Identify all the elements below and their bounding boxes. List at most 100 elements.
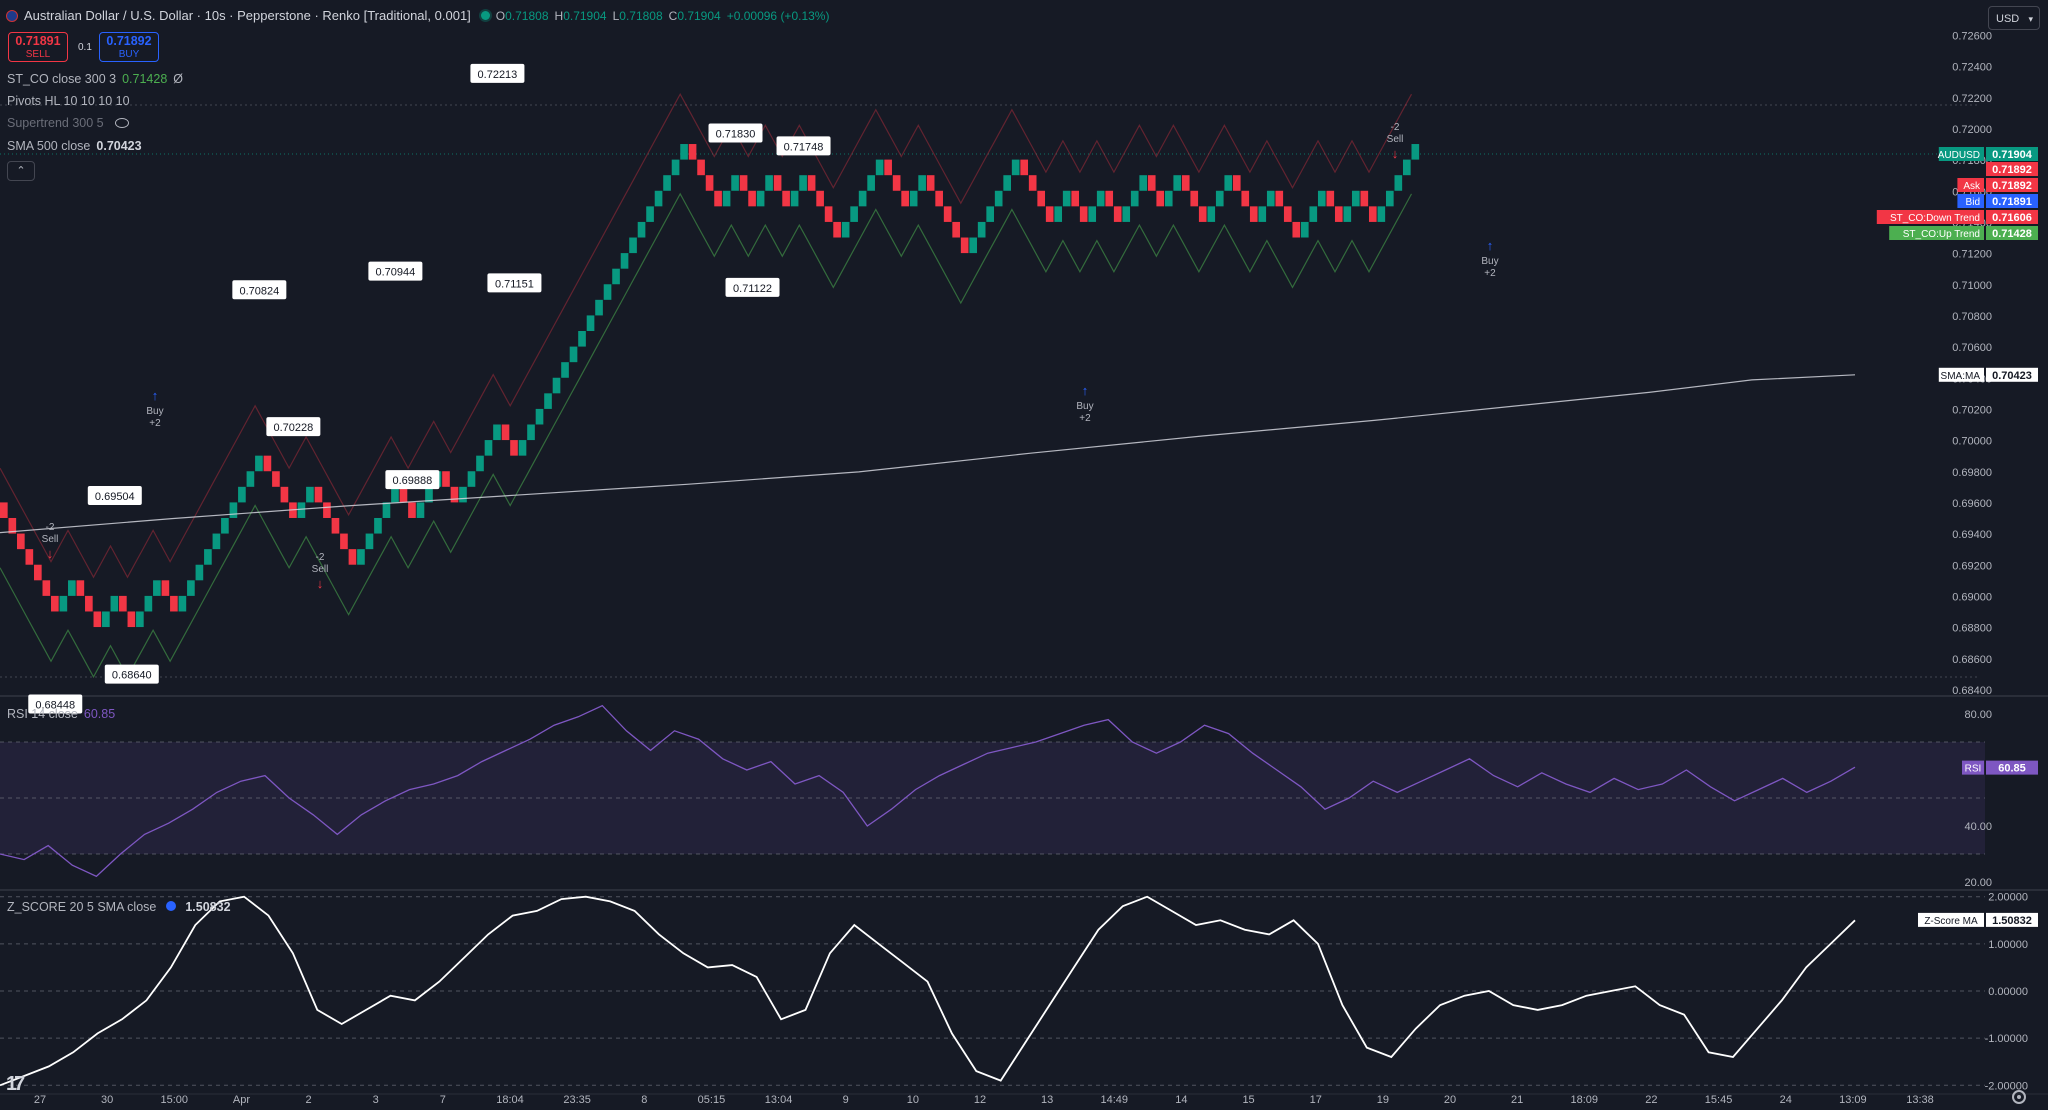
- renko-brick-down: [323, 502, 331, 518]
- renko-brick-up: [671, 159, 680, 176]
- price-label-value: 0.71428: [1992, 228, 2032, 240]
- legend-pivots[interactable]: Pivots HL 10 10 10 10: [7, 94, 130, 108]
- supertrend-lines: [0, 92, 1413, 679]
- renko-brick-up: [144, 595, 153, 612]
- y-axis-tick: 0.69600: [1952, 498, 1992, 510]
- zscore-label-name: Z-Score MA: [1924, 916, 1978, 927]
- y-axis-tick: 20.00: [1964, 877, 1992, 889]
- renko-brick-up: [246, 471, 255, 487]
- y-axis-tick: 40.00: [1964, 821, 1992, 833]
- x-axis-tick: 30: [101, 1094, 113, 1106]
- pivot-label: 0.71122: [725, 277, 780, 297]
- x-axis-tick: 05:15: [698, 1094, 726, 1106]
- pivot-label: 0.71830: [708, 123, 763, 143]
- pivot-label-text: 0.70228: [273, 422, 313, 434]
- pivot-label-box: [725, 277, 780, 297]
- pivot-label: 0.68448: [28, 694, 83, 714]
- renko-brick-up: [858, 190, 867, 207]
- trade-quantity[interactable]: 0.1: [78, 42, 92, 53]
- renko-brick-down: [824, 206, 833, 222]
- collapse-legend-button[interactable]: ⌃: [7, 161, 35, 181]
- renko-brick-up: [850, 206, 858, 222]
- pivot-label-text: 0.72213: [478, 69, 518, 81]
- pivot-label-text: 0.69504: [95, 491, 135, 503]
- arrow-down-icon: ↓: [47, 546, 54, 561]
- price-label-value-bg: [1986, 178, 2038, 192]
- renko-brick-up: [680, 144, 688, 160]
- price-label-value: 0.71892: [1992, 164, 2032, 176]
- legend-sma[interactable]: SMA 500 close 0.70423: [7, 139, 142, 153]
- x-axis-tick: 12: [974, 1094, 986, 1106]
- y-axis-tick: 0.69800: [1952, 467, 1992, 479]
- pivot-label: 0.69504: [87, 485, 142, 505]
- renko-brick-up: [221, 517, 229, 534]
- buy-button[interactable]: 0.71892 BUY: [99, 32, 159, 62]
- renko-brick-down: [17, 533, 25, 550]
- y-axis-tick: 0.69000: [1952, 592, 1992, 604]
- renko-brick-down: [42, 580, 51, 596]
- settings-icon[interactable]: [2012, 1090, 2026, 1104]
- renko-brick-up: [1122, 206, 1131, 222]
- indicator-settings-icon[interactable]: [165, 901, 176, 911]
- price-label-value-bg: [1986, 226, 2038, 240]
- renko-brick-up: [1164, 190, 1173, 207]
- renko-brick-down: [892, 175, 901, 191]
- price-label-value: 0.70423: [1992, 370, 2032, 382]
- price-label-name: ST_CO:Down Trend: [1890, 213, 1980, 224]
- pivot-label-text: 0.71122: [733, 283, 772, 295]
- renko-brick-up: [1139, 175, 1148, 191]
- renko-brick-down: [408, 502, 416, 518]
- pivot-label: 0.70944: [368, 261, 423, 281]
- price-label: ST_CO:Up Trend 0.71428: [1889, 226, 2038, 240]
- pivot-label: 0.70824: [232, 280, 287, 300]
- hidden-eye-icon[interactable]: [115, 118, 130, 128]
- tradingview-logo[interactable]: 17: [6, 1073, 25, 1095]
- legend-supertrend[interactable]: Supertrend 300 5: [7, 116, 130, 130]
- pivot-label-box: [28, 694, 83, 714]
- chevron-down-icon: ▾: [2028, 14, 2033, 24]
- y-axis-tick: 80.00: [1964, 709, 1992, 721]
- signal-count: +2: [1484, 268, 1496, 279]
- renko-brick-up: [382, 502, 391, 518]
- renko-brick-down: [688, 144, 697, 160]
- renko-brick-down: [1079, 206, 1088, 222]
- renko-brick-up: [1258, 206, 1267, 222]
- renko-brick-down: [0, 502, 8, 518]
- symbol-title[interactable]: Australian Dollar / U.S. Dollar · 10s · …: [24, 8, 471, 23]
- renko-bricks: [0, 144, 1420, 628]
- legend-st-co[interactable]: ST_CO close 300 3 0.71428 Ø: [7, 72, 184, 86]
- pivot-label: 0.70228: [266, 417, 321, 437]
- x-axis-tick: 23:35: [563, 1094, 591, 1106]
- sell-label: SELL: [25, 49, 51, 60]
- renko-brick-down: [450, 486, 459, 503]
- currency-dropdown[interactable]: USD ▾: [1988, 6, 2040, 30]
- renko-brick-down: [705, 175, 714, 191]
- renko-brick-down: [1105, 190, 1114, 207]
- renko-brick-down: [85, 595, 93, 612]
- legend-zscore[interactable]: Z_SCORE 20 5 SMA close 1.50832: [7, 900, 231, 914]
- sell-button[interactable]: 0.71891 SELL: [8, 32, 68, 62]
- market-status-icon[interactable]: [480, 11, 490, 20]
- renko-brick-up: [637, 221, 646, 238]
- renko-brick-down: [1028, 175, 1037, 191]
- x-axis-tick: 19: [1377, 1094, 1389, 1106]
- renko-brick-down: [1181, 175, 1190, 191]
- x-axis-tick: 15: [1242, 1094, 1254, 1106]
- price-label-value-bg: [1986, 210, 2038, 224]
- renko-brick-down: [1198, 206, 1207, 222]
- renko-brick-up: [1266, 190, 1275, 207]
- renko-brick-down: [935, 190, 943, 207]
- pivot-label-text: 0.68640: [112, 670, 152, 682]
- pivot-label-text: 0.69888: [393, 475, 433, 487]
- renko-brick-up: [1300, 221, 1309, 238]
- renko-brick-up: [459, 486, 467, 503]
- renko-brick-up: [1130, 190, 1139, 207]
- renko-brick-up: [1224, 175, 1233, 191]
- renko-brick-up: [1088, 206, 1097, 222]
- legend-rsi[interactable]: RSI 14 close 60.85: [7, 707, 116, 721]
- renko-brick-down: [263, 455, 272, 472]
- pivot-label-text: 0.71830: [716, 129, 756, 141]
